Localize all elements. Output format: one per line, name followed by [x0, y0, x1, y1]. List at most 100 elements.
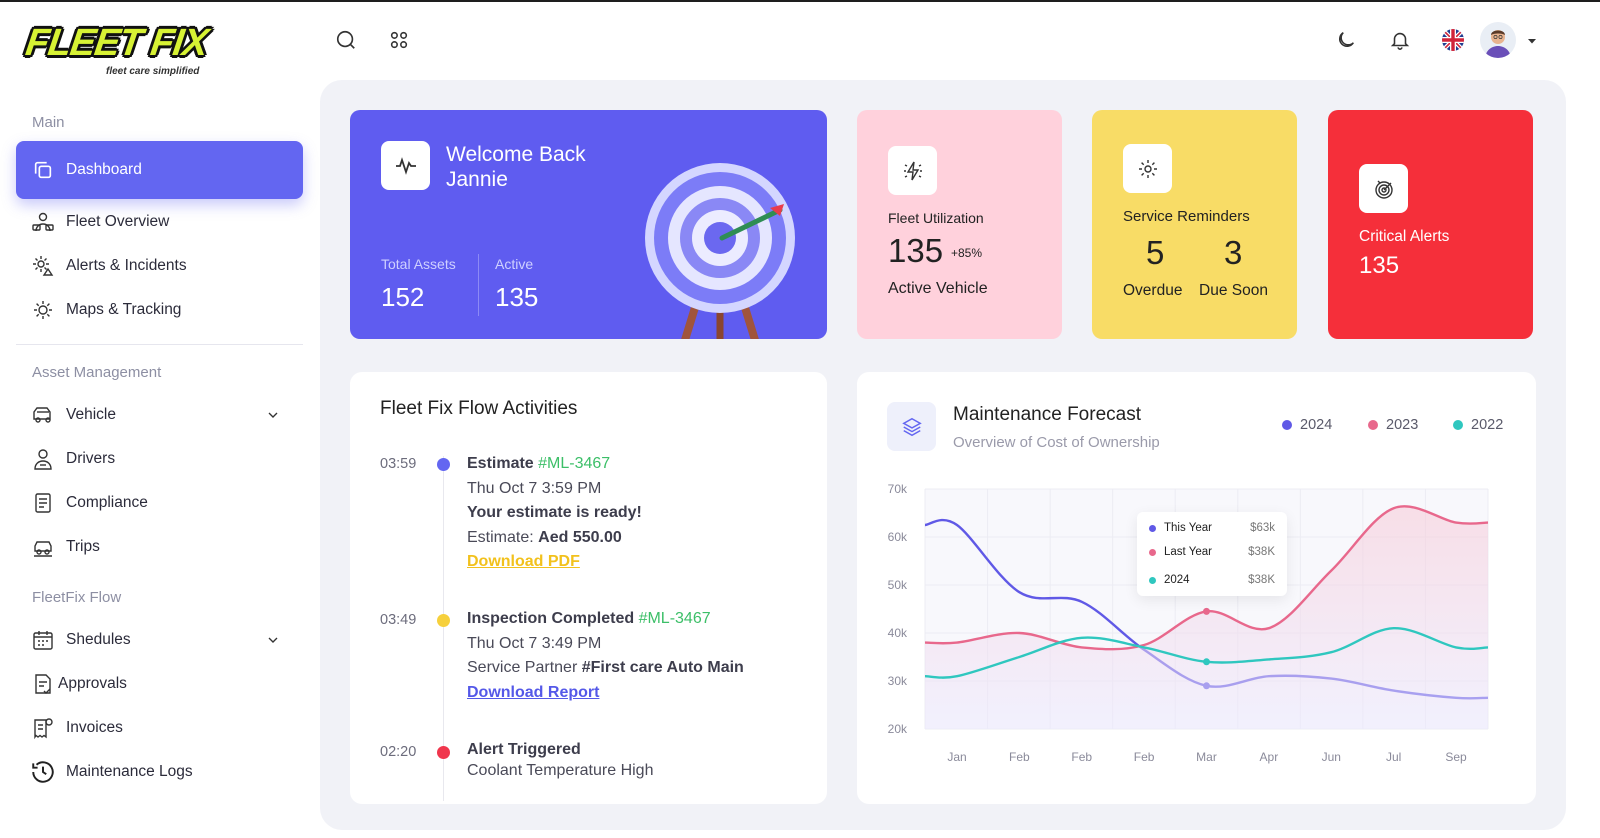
tooltip-row: This Year: [1149, 522, 1212, 534]
sidebar-item-label: Maps & Tracking: [66, 301, 182, 318]
maintenance-forecast-card: Maintenance Forecast Overview of Cost of…: [857, 372, 1536, 804]
x-tick-label: Jul: [1386, 750, 1401, 764]
series-point-2023: [1203, 607, 1210, 615]
critical-alerts-value: 135: [1359, 252, 1400, 279]
sidebar-item-approvals[interactable]: Approvals: [16, 663, 303, 705]
legend-item-2022[interactable]: 2022: [1453, 417, 1503, 433]
sidebar-item-label: Maintenance Logs: [66, 763, 193, 780]
download-report-link[interactable]: Download Report: [467, 683, 600, 701]
timeline-line: [443, 456, 444, 801]
x-tick-label: Feb: [1071, 750, 1092, 764]
legend-dot: [1282, 420, 1292, 430]
chevron-down-icon[interactable]: [265, 407, 281, 423]
sidebar-item-label: Invoices: [66, 719, 123, 736]
critical-alerts-label: Critical Alerts: [1359, 228, 1450, 245]
activity-dot: [437, 458, 450, 471]
avatar[interactable]: [1480, 22, 1516, 58]
vehicle-icon: [30, 402, 56, 428]
y-tick-label: 50k: [888, 578, 908, 592]
y-tick-label: 20k: [888, 722, 908, 736]
fleet-utilization-value: 135: [888, 232, 944, 269]
sidebar-item-vehicle[interactable]: Vehicle: [16, 394, 303, 436]
welcome-title: Welcome Back Jannie: [446, 143, 586, 191]
activity-dot: [437, 614, 450, 627]
active-value: 135: [495, 282, 539, 312]
calendar-icon: [30, 627, 56, 653]
legend-item-2024[interactable]: 2024: [1282, 417, 1332, 433]
x-tick-label: Mar: [1196, 750, 1217, 764]
x-tick-label: Feb: [1134, 750, 1155, 764]
sidebar-item-maps-tracking[interactable]: Maps & Tracking: [16, 289, 303, 331]
wrench-gear-icon: [1123, 144, 1172, 193]
welcome-card: Welcome Back Jannie Total Assets 152 Act…: [350, 110, 827, 339]
sidebar-item-dashboard[interactable]: Dashboard: [16, 141, 303, 199]
bell-icon[interactable]: [1388, 28, 1412, 52]
sidebar-item-maintenance-logs[interactable]: Maintenance Logs: [16, 751, 303, 793]
activity-time: 03:59: [380, 456, 417, 472]
forecast-title: Maintenance Forecast: [953, 404, 1141, 425]
series-line-2023: [924, 505, 1489, 651]
sidebar-item-fleet-overview[interactable]: Fleet Overview: [16, 201, 303, 243]
alert-gear-icon: [30, 253, 56, 279]
uk-flag-icon[interactable]: [1442, 29, 1464, 51]
sidebar-divider: [16, 344, 303, 345]
sidebar-item-label: Vehicle: [66, 406, 116, 423]
activity-item: Estimate #ML-3467 Thu Oct 7 3:59 PM Your…: [467, 455, 642, 570]
service-reminders-card[interactable]: Service Reminders 5 Overdue 3 Due Soon: [1092, 110, 1297, 339]
flash-icon: [888, 146, 937, 195]
tooltip-row: 2024: [1149, 574, 1190, 586]
tooltip-value: $63k: [1250, 522, 1275, 534]
y-tick-label: 60k: [888, 530, 908, 544]
tooltip-value: $38K: [1248, 574, 1275, 586]
activity-item: Alert Triggered Coolant Temperature High: [467, 741, 654, 779]
sidebar-item-label: Drivers: [66, 450, 116, 467]
fleet-utilization-card[interactable]: Fleet Utilization 135 +85% Active Vehicl…: [857, 110, 1062, 339]
sidebar-item-label: Alerts & Incidents: [66, 257, 187, 274]
sidebar-item-label: Approvals: [58, 675, 127, 692]
active-label: Active: [495, 256, 534, 272]
invoice-icon: [30, 715, 56, 741]
overdue-label: Overdue: [1123, 282, 1183, 299]
driver-icon: [30, 446, 56, 472]
radar-icon: [1359, 164, 1408, 213]
forecast-subtitle: Overview of Cost of Ownership: [953, 434, 1160, 451]
activities-card: Fleet Fix Flow Activities 03:59 Estimate…: [350, 372, 827, 804]
activities-title: Fleet Fix Flow Activities: [380, 398, 578, 419]
sidebar: FLEET FIX fleet care simplified Main Das…: [0, 2, 310, 838]
search-icon[interactable]: [334, 28, 358, 52]
activity-item: Inspection Completed #ML-3467 Thu Oct 7 …: [467, 610, 744, 701]
critical-alerts-card[interactable]: Critical Alerts 135: [1328, 110, 1533, 339]
chevron-down-icon[interactable]: [265, 632, 281, 648]
download-pdf-link[interactable]: Download PDF: [467, 553, 580, 570]
x-tick-label: Jan: [947, 750, 966, 764]
tooltip-value: $38K: [1248, 546, 1275, 558]
section-fleetfix-flow: FleetFix Flow: [32, 589, 122, 606]
x-tick-label: Sep: [1445, 750, 1467, 764]
map-gear-icon: [30, 297, 56, 323]
tooltip-row: Last Year: [1149, 546, 1212, 558]
series-area-2023: [925, 506, 1488, 729]
fleetfix-logo[interactable]: FLEET FIX fleet care simplified: [23, 22, 211, 77]
history-icon: [30, 759, 56, 785]
activity-time: 02:20: [380, 744, 417, 760]
sidebar-item-alerts-incidents[interactable]: Alerts & Incidents: [16, 245, 303, 287]
legend-dot: [1368, 420, 1378, 430]
copy-icon: [30, 157, 56, 183]
total-assets-label: Total Assets: [381, 256, 456, 272]
sidebar-item-label: Compliance: [66, 494, 148, 511]
sidebar-item-drivers[interactable]: Drivers: [16, 438, 303, 480]
sidebar-item-compliance[interactable]: Compliance: [16, 482, 303, 524]
sidebar-item-trips[interactable]: Trips: [16, 526, 303, 568]
due-soon-label: Due Soon: [1199, 282, 1268, 299]
sidebar-item-invoices[interactable]: Invoices: [16, 707, 303, 749]
divider: [478, 254, 479, 316]
fleet-utilization-label: Fleet Utilization: [888, 210, 984, 226]
sidebar-item-label: Shedules: [66, 631, 131, 648]
moon-icon[interactable]: [1334, 28, 1358, 52]
legend-item-2023[interactable]: 2023: [1368, 417, 1418, 433]
due-soon-value: 3: [1224, 234, 1243, 271]
caret-down-icon[interactable]: [1520, 29, 1544, 53]
apps-icon[interactable]: [387, 28, 411, 52]
sidebar-item-shedules[interactable]: Shedules: [16, 619, 303, 661]
x-tick-label: Apr: [1260, 750, 1279, 764]
